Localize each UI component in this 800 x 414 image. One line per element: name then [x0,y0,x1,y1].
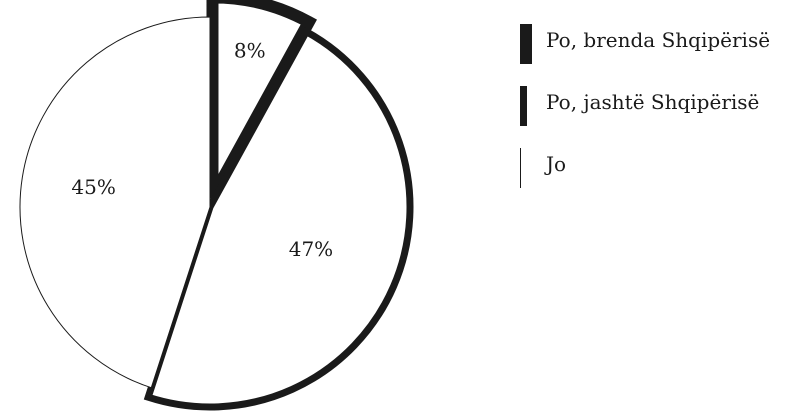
pie-slice-jo [19,16,211,389]
pie-slice-po-brenda [206,0,317,201]
legend-swatch-po-jashte [520,86,527,126]
legend-label-po-jashte: Po, jashtë Shqipërisë [546,90,760,114]
pie-label-jo: 45% [71,175,115,199]
legend-label-po-brenda: Po, brenda Shqipërisë [546,28,771,52]
legend-swatch-jo [520,148,521,188]
pie-label-po-jashte: 47% [289,237,333,261]
pie-slice-po-jashte [143,26,414,411]
legend-swatch-po-brenda [520,24,532,64]
legend-label-jo: Jo [546,152,567,176]
pie-chart: 8% 47% 45% [19,0,414,411]
pie-label-po-brenda: 8% [234,39,266,63]
